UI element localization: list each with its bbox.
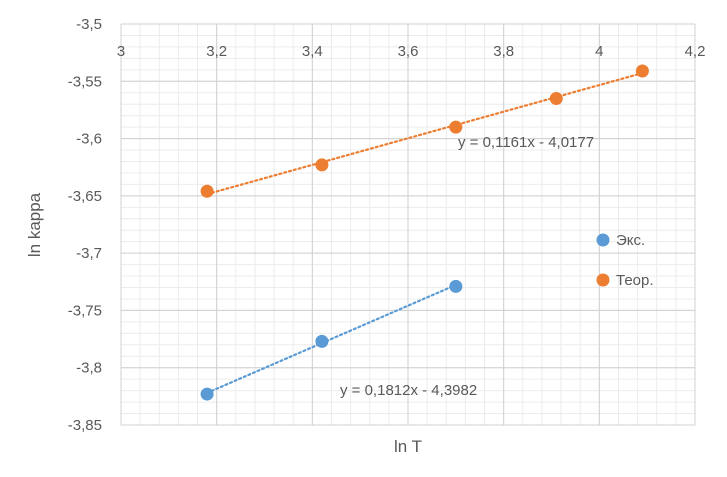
y-tick-label: -3,8 [76, 360, 102, 377]
data-point-teor [449, 120, 463, 134]
trendlines [206, 71, 644, 395]
y-tick-label: -3,6 [76, 131, 102, 148]
data-point-teor [549, 91, 563, 105]
legend: Экс. Теор. [596, 232, 654, 289]
data-point-eks [200, 387, 214, 401]
x-tick-label: 4 [595, 43, 603, 60]
major-gridlines [120, 23, 696, 426]
x-tick-label: 3 [117, 43, 125, 60]
legend-label: Экс. [616, 232, 645, 249]
legend-label: Теор. [616, 272, 654, 289]
trendline-eks [206, 283, 457, 395]
x-tick-label: 3,8 [493, 43, 514, 60]
y-tick-label: -3,55 [68, 73, 102, 90]
trendline-equation-teor: y = 0,1161x - 4,0177 [458, 134, 594, 151]
x-axis-title: ln T [394, 437, 422, 456]
x-tick-label: 4,2 [685, 43, 706, 60]
data-point-teor [315, 158, 329, 172]
data-point-eks [315, 334, 329, 348]
y-tick-label: -3,85 [68, 417, 102, 434]
trendline-equations: y = 0,1812x - 4,3982 y = 0,1161x - 4,0177 [340, 134, 594, 399]
x-tick-label: 3,2 [206, 43, 227, 60]
y-tick-label: -3,5 [76, 16, 102, 33]
legend-marker [596, 233, 610, 247]
x-axis-tick-labels: 3 3,2 3,4 3,6 3,8 4 4,2 [117, 43, 706, 60]
y-axis-tick-labels: -3,5 -3,55 -3,6 -3,65 -3,7 -3,75 -3,8 -3,85 [68, 16, 102, 434]
data-point-teor [200, 184, 214, 198]
trendline-equation-eks: y = 0,1812x - 4,3982 [340, 382, 477, 399]
y-tick-label: -3,65 [68, 188, 102, 205]
data-points [200, 64, 649, 401]
x-tick-label: 3,6 [398, 43, 419, 60]
x-tick-label: 3,4 [302, 43, 323, 60]
y-tick-label: -3,75 [68, 302, 102, 319]
data-point-eks [449, 279, 463, 293]
data-point-teor [635, 64, 649, 78]
trendline-teor [206, 71, 644, 196]
legend-marker [596, 273, 610, 287]
y-tick-label: -3,7 [76, 245, 102, 262]
y-axis-title: ln kappa [25, 192, 44, 257]
